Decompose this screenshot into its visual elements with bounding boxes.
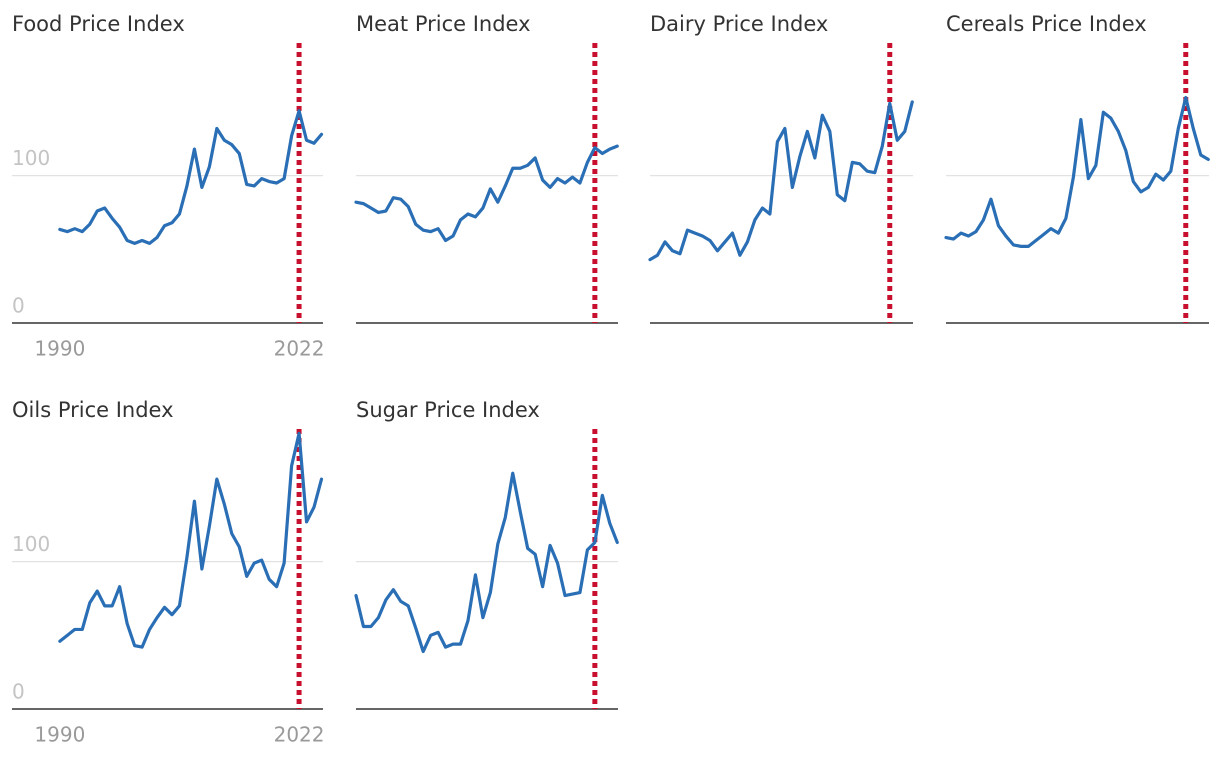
y-tick-label: 100 [12, 532, 50, 556]
panel: Oils Price Index 0 100 1990 2022 [12, 398, 325, 747]
x-tick-label: 1990 [34, 337, 85, 361]
data-line [944, 95, 1210, 248]
panel: Food Price Index 0 100 1990 2022 [12, 12, 325, 361]
panel-title: Oils Price Index [12, 398, 174, 422]
panel: Meat Price Index [354, 12, 619, 324]
data-line [58, 109, 324, 246]
data-line [354, 471, 619, 654]
data-line [354, 144, 619, 243]
y-tick-label: 0 [12, 680, 25, 704]
panel: Dairy Price Index [648, 12, 914, 324]
panel: Cereals Price Index [944, 12, 1210, 324]
panel-title: Food Price Index [12, 12, 185, 36]
y-tick-label: 0 [12, 294, 25, 318]
panel-title: Meat Price Index [356, 12, 531, 36]
panel: Sugar Price Index [354, 398, 619, 710]
panel-title: Sugar Price Index [356, 398, 540, 422]
x-tick-label: 2022 [274, 723, 325, 747]
x-tick-label: 1990 [34, 723, 85, 747]
panel-title: Cereals Price Index [946, 12, 1147, 36]
x-tick-label: 2022 [274, 337, 325, 361]
y-tick-label: 100 [12, 146, 50, 170]
panel-title: Dairy Price Index [650, 12, 828, 36]
data-line [58, 431, 324, 649]
data-line [648, 100, 914, 262]
